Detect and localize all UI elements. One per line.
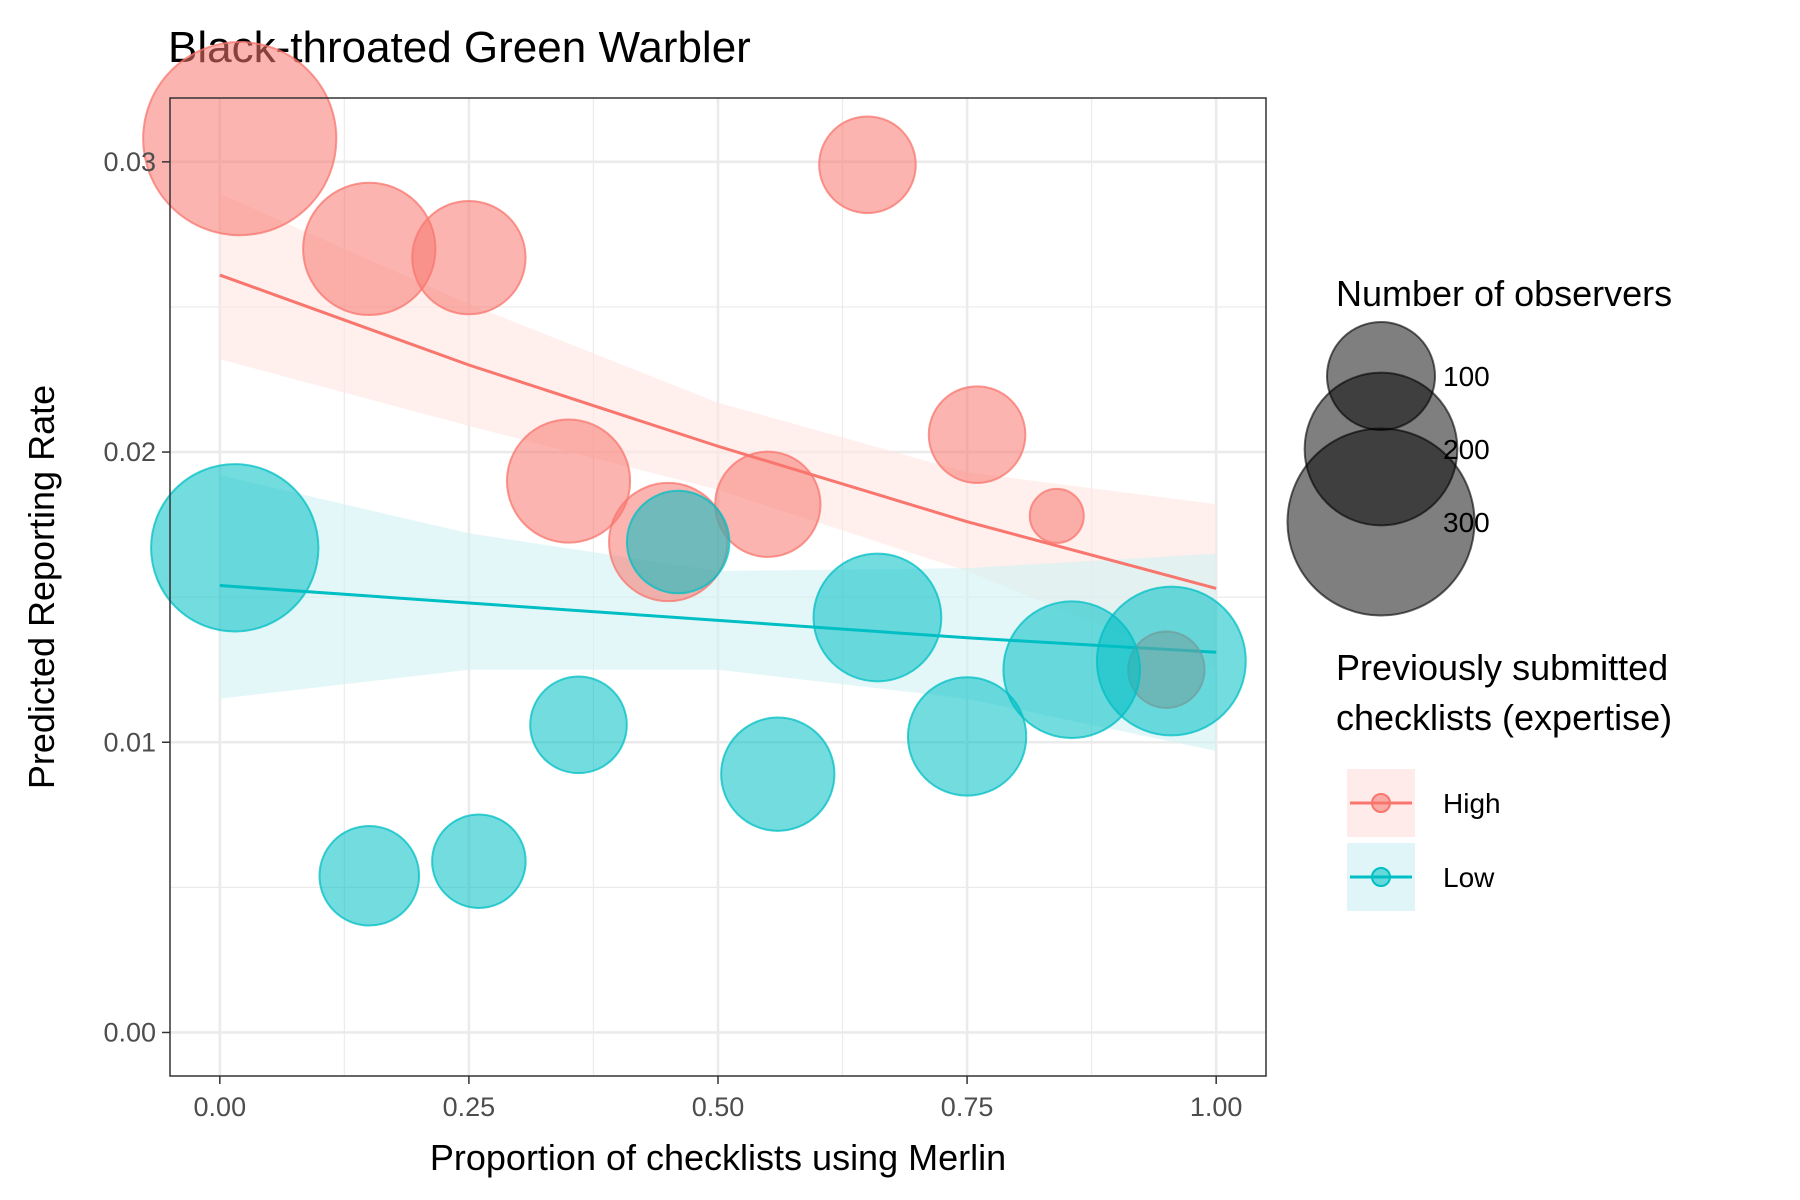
data-point-high: [818, 115, 917, 215]
data-point-high: [411, 199, 527, 316]
y-tick-label: 0.02: [103, 437, 156, 467]
data-point-high: [927, 385, 1027, 484]
x-tick-label: 0.25: [443, 1092, 496, 1122]
size-legend-title: Number of observers: [1336, 273, 1672, 314]
data-point-low: [318, 824, 421, 927]
color-legend-label: High: [1443, 788, 1501, 819]
tick-layer: 0.00 0.25 0.50 0.75 1.00 0.00 0.01 0.02 0.03: [103, 147, 1242, 1122]
color-legend-label: Low: [1443, 862, 1495, 893]
point-layer: [142, 41, 1247, 927]
size-legend-label: 100: [1443, 361, 1490, 392]
data-point-low: [906, 676, 1028, 797]
data-point-low: [150, 463, 320, 633]
data-point-low: [812, 552, 943, 683]
x-tick-label: 0.50: [692, 1092, 745, 1122]
data-point-low: [720, 716, 836, 832]
y-axis-title: Predicted Reporting Rate: [21, 385, 62, 789]
x-tick-label: 0.75: [941, 1092, 994, 1122]
data-point-low: [1095, 585, 1247, 737]
color-legend-title-line-1: Previously submitted: [1336, 647, 1668, 688]
y-tick-label: 0.01: [103, 727, 156, 757]
data-point-high: [142, 41, 338, 237]
x-tick-label: 0.00: [194, 1092, 247, 1122]
color-legend-key-point: [1371, 793, 1391, 813]
x-tick-label: 1.00: [1190, 1092, 1243, 1122]
color-legend-key-point: [1371, 867, 1391, 887]
color-legend-title-line-2: checklists (expertise): [1336, 697, 1672, 738]
data-point-low: [625, 489, 731, 595]
data-point-high: [714, 450, 822, 558]
color-legend-items: High Low: [1347, 769, 1501, 911]
fit-line-high: [219, 273, 1217, 590]
y-tick-label: 0.03: [103, 147, 156, 177]
y-tick-label: 0.00: [103, 1017, 156, 1047]
data-point-low: [529, 675, 628, 775]
data-point-high: [505, 418, 632, 544]
size-legend-key: [1286, 427, 1476, 617]
data-point-low: [431, 813, 527, 910]
size-legend-label: 300: [1443, 507, 1490, 538]
x-axis-title: Proportion of checklists using Merlin: [430, 1137, 1006, 1178]
data-point-high: [1028, 487, 1085, 544]
